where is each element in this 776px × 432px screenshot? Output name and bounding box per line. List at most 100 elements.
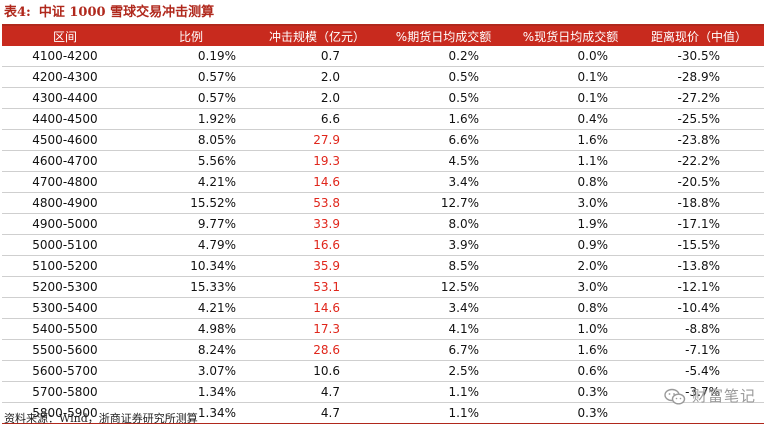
cell-impact: 14.6 (254, 171, 380, 193)
table-row: 4200-4300 0.57% 2.0 0.5% 0.1% -28.9% (2, 66, 764, 88)
cell-impact: 2.0 (254, 66, 380, 88)
cell-spot-pct: 0.6% (507, 360, 634, 382)
cell-range: 4700-4800 (2, 171, 128, 193)
cell-futures-pct: 12.7% (380, 192, 507, 214)
cell-futures-pct: 3.9% (380, 234, 507, 256)
cell-ratio: 15.33% (128, 276, 254, 298)
table-row: 5600-5700 3.07% 10.6 2.5% 0.6% -5.4% (2, 360, 764, 382)
watermark-text: 财富笔记 (691, 387, 756, 405)
cell-distance: -10.4% (634, 297, 764, 319)
cell-range: 5800-5900 (2, 402, 128, 424)
cell-range: 4200-4300 (2, 66, 128, 88)
cell-distance: -15.5% (634, 234, 764, 256)
cell-range: 5600-5700 (2, 360, 128, 382)
cell-distance (634, 402, 764, 424)
wechat-icon (664, 388, 686, 406)
cell-range: 5300-5400 (2, 297, 128, 319)
cell-ratio: 0.57% (128, 87, 254, 109)
cell-distance: -12.1% (634, 276, 764, 298)
cell-futures-pct: 6.7% (380, 339, 507, 361)
cell-futures-pct: 4.5% (380, 150, 507, 172)
cell-distance: -5.4% (634, 360, 764, 382)
cell-ratio: 4.79% (128, 234, 254, 256)
cell-spot-pct: 1.9% (507, 213, 634, 235)
cell-ratio: 4.21% (128, 297, 254, 319)
cell-spot-pct: 0.8% (507, 297, 634, 319)
table-row: 4300-4400 0.57% 2.0 0.5% 0.1% -27.2% (2, 87, 764, 109)
cell-distance: -8.8% (634, 318, 764, 340)
cell-ratio: 15.52% (128, 192, 254, 214)
table-row: 4700-4800 4.21% 14.6 3.4% 0.8% -20.5% (2, 171, 764, 193)
cell-distance: -13.8% (634, 255, 764, 277)
cell-spot-pct: 2.0% (507, 255, 634, 277)
table-row: 4900-5000 9.77% 33.9 8.0% 1.9% -17.1% (2, 213, 764, 235)
cell-range: 5700-5800 (2, 381, 128, 403)
table-number: 表4: (4, 5, 31, 20)
cell-range: 4500-4600 (2, 129, 128, 151)
cell-range: 4900-5000 (2, 213, 128, 235)
cell-spot-pct: 1.6% (507, 129, 634, 151)
cell-impact: 2.0 (254, 87, 380, 109)
cell-range: 4300-4400 (2, 87, 128, 109)
cell-futures-pct: 12.5% (380, 276, 507, 298)
table-header-row: 区间 比例 冲击规模（亿元） %期货日均成交额 %现货日均成交额 距离现价（中值… (2, 26, 764, 46)
cell-ratio: 4.21% (128, 171, 254, 193)
cell-impact: 53.1 (254, 276, 380, 298)
table-row: 4500-4600 8.05% 27.9 6.6% 1.6% -23.8% (2, 129, 764, 151)
cell-futures-pct: 2.5% (380, 360, 507, 382)
table-title-text: 中证 1000 雪球交易冲击测算 (38, 5, 215, 20)
watermark: 财富笔记 (664, 384, 756, 408)
cell-impact: 0.7 (254, 46, 380, 67)
cell-ratio: 1.34% (128, 381, 254, 403)
cell-impact: 4.7 (254, 402, 380, 424)
cell-spot-pct: 0.3% (507, 381, 634, 403)
cell-range: 5400-5500 (2, 318, 128, 340)
cell-distance: -25.5% (634, 108, 764, 130)
cell-distance: -27.2% (634, 87, 764, 109)
cell-ratio: 0.57% (128, 66, 254, 88)
header-futures-pct: %期货日均成交额 (380, 26, 507, 46)
cell-range: 5500-5600 (2, 339, 128, 361)
cell-impact: 35.9 (254, 255, 380, 277)
cell-distance: -28.9% (634, 66, 764, 88)
cell-range: 4800-4900 (2, 192, 128, 214)
table-title: 表4: 中证 1000 雪球交易冲击测算 (4, 4, 214, 22)
cell-futures-pct: 8.0% (380, 213, 507, 235)
cell-spot-pct: 0.1% (507, 87, 634, 109)
cell-futures-pct: 4.1% (380, 318, 507, 340)
table-row: 5300-5400 4.21% 14.6 3.4% 0.8% -10.4% (2, 297, 764, 319)
cell-spot-pct: 1.1% (507, 150, 634, 172)
cell-range: 5200-5300 (2, 276, 128, 298)
table-row: 5000-5100 4.79% 16.6 3.9% 0.9% -15.5% (2, 234, 764, 256)
header-spot-pct: %现货日均成交额 (507, 26, 634, 46)
header-ratio: 比例 (128, 26, 254, 46)
cell-futures-pct: 0.5% (380, 87, 507, 109)
table-row: 5700-5800 1.34% 4.7 1.1% 0.3% -3.7% (2, 381, 764, 403)
cell-distance: -17.1% (634, 213, 764, 235)
cell-impact: 14.6 (254, 297, 380, 319)
cell-distance: -30.5% (634, 46, 764, 67)
cell-distance: -23.8% (634, 129, 764, 151)
cell-ratio: 0.19% (128, 46, 254, 67)
cell-spot-pct: 0.4% (507, 108, 634, 130)
impact-table: 区间 比例 冲击规模（亿元） %期货日均成交额 %现货日均成交额 距离现价（中值… (2, 26, 764, 424)
cell-spot-pct: 1.6% (507, 339, 634, 361)
table-row: 4600-4700 5.56% 19.3 4.5% 1.1% -22.2% (2, 150, 764, 172)
header-range: 区间 (2, 26, 128, 46)
cell-futures-pct: 6.6% (380, 129, 507, 151)
cell-range: 4600-4700 (2, 150, 128, 172)
cell-ratio: 8.24% (128, 339, 254, 361)
cell-futures-pct: 3.4% (380, 171, 507, 193)
cell-futures-pct: 8.5% (380, 255, 507, 277)
cell-spot-pct: 1.0% (507, 318, 634, 340)
cell-ratio: 5.56% (128, 150, 254, 172)
table-row: 5100-5200 10.34% 35.9 8.5% 2.0% -13.8% (2, 255, 764, 277)
source-note: 资料来源：Wind，浙商证券研究所测算 (4, 412, 198, 425)
table-row: 4100-4200 0.19% 0.7 0.2% 0.0% -30.5% (2, 46, 764, 67)
cell-spot-pct: 3.0% (507, 276, 634, 298)
cell-ratio: 3.07% (128, 360, 254, 382)
header-distance: 距离现价（中值） (634, 26, 764, 46)
cell-spot-pct: 0.1% (507, 66, 634, 88)
cell-futures-pct: 1.1% (380, 381, 507, 403)
cell-impact: 10.6 (254, 360, 380, 382)
